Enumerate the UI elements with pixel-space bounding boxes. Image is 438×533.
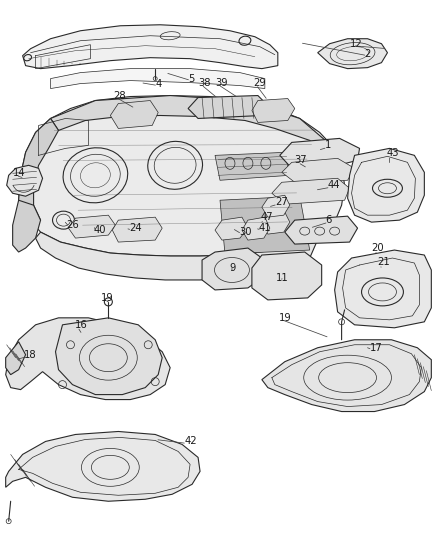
Polygon shape <box>112 217 162 242</box>
Polygon shape <box>285 216 357 244</box>
Polygon shape <box>335 250 431 328</box>
Text: 26: 26 <box>67 220 79 230</box>
Text: 30: 30 <box>239 227 251 237</box>
Text: 14: 14 <box>13 168 25 179</box>
Polygon shape <box>272 178 350 204</box>
Polygon shape <box>6 318 170 400</box>
Text: 2: 2 <box>364 49 371 59</box>
Polygon shape <box>202 248 262 290</box>
Polygon shape <box>348 148 424 222</box>
Polygon shape <box>220 196 310 254</box>
Polygon shape <box>215 152 290 180</box>
Text: 29: 29 <box>253 78 265 87</box>
Polygon shape <box>6 342 25 375</box>
Polygon shape <box>56 318 162 394</box>
Polygon shape <box>262 212 290 234</box>
Text: 40: 40 <box>93 225 106 235</box>
Text: 44: 44 <box>328 180 340 190</box>
Text: 42: 42 <box>184 437 197 447</box>
Polygon shape <box>7 165 42 196</box>
Text: 16: 16 <box>74 320 87 330</box>
Text: 17: 17 <box>370 343 382 353</box>
Polygon shape <box>110 101 158 128</box>
Text: 19: 19 <box>279 313 292 323</box>
Polygon shape <box>262 340 431 411</box>
Text: 20: 20 <box>371 243 384 253</box>
Polygon shape <box>252 99 295 123</box>
Text: 39: 39 <box>215 78 228 87</box>
Text: 19: 19 <box>101 293 114 303</box>
Text: 6: 6 <box>326 215 332 225</box>
Polygon shape <box>19 118 59 220</box>
Polygon shape <box>262 195 290 217</box>
Polygon shape <box>188 95 268 118</box>
Text: 4: 4 <box>155 78 162 88</box>
Text: 1: 1 <box>325 140 331 150</box>
Polygon shape <box>35 232 320 280</box>
Polygon shape <box>6 432 200 501</box>
Text: 27: 27 <box>275 197 288 207</box>
Text: 5: 5 <box>188 74 194 84</box>
Text: 12: 12 <box>350 39 362 49</box>
Text: 38: 38 <box>198 78 211 87</box>
Text: 41: 41 <box>259 223 272 233</box>
Polygon shape <box>318 39 388 69</box>
Text: 21: 21 <box>378 257 390 267</box>
Polygon shape <box>68 215 115 238</box>
Text: 28: 28 <box>113 91 126 101</box>
Polygon shape <box>23 25 278 69</box>
Polygon shape <box>280 139 360 168</box>
Text: 43: 43 <box>386 148 399 158</box>
Text: 11: 11 <box>276 273 289 283</box>
Text: 9: 9 <box>229 263 235 273</box>
Polygon shape <box>242 217 270 240</box>
Polygon shape <box>282 158 355 182</box>
Polygon shape <box>19 95 345 256</box>
Polygon shape <box>252 252 321 300</box>
Polygon shape <box>13 200 41 252</box>
Text: 24: 24 <box>129 223 142 233</box>
Text: 47: 47 <box>261 212 273 222</box>
Text: 37: 37 <box>295 155 307 165</box>
Polygon shape <box>50 69 265 88</box>
Text: 18: 18 <box>24 350 36 360</box>
Polygon shape <box>215 217 248 240</box>
Polygon shape <box>50 95 342 165</box>
